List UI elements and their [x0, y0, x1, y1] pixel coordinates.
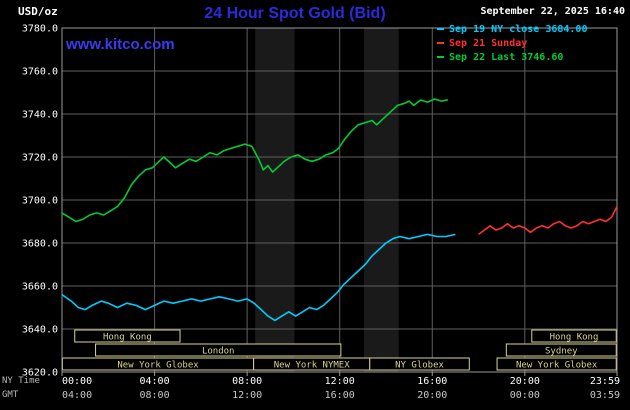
chart-datetime: September 22, 2025 16:40	[480, 6, 626, 17]
page-title: 24 Hour Spot Gold (Bid)	[204, 5, 386, 22]
legend-swatch	[437, 28, 444, 30]
kitco-watermark-link[interactable]: www.kitco.com	[66, 36, 175, 53]
session-box	[95, 343, 342, 357]
session-box	[74, 329, 181, 343]
legend-label: Sep 21 Sunday	[449, 37, 528, 49]
session-label: Hong Kong	[550, 333, 599, 343]
session-box	[505, 343, 617, 357]
ny-time-tick-label: 00:00	[62, 376, 92, 387]
gmt-tick-label: 16:00	[325, 390, 355, 401]
y-tick-label: 3700.0	[22, 196, 58, 207]
session-box	[496, 357, 617, 371]
y-tick-label: 3680.0	[22, 239, 58, 250]
legend-item: Sep 22 Last 3746.60	[437, 50, 587, 64]
y-tick-label: 3620.0	[22, 368, 58, 379]
session-label: New York Globex	[117, 361, 199, 371]
y-tick-label: 3660.0	[22, 282, 58, 293]
session-label: London	[202, 347, 235, 357]
gmt-tick-label: 03:59	[590, 390, 620, 401]
legend-swatch	[437, 56, 444, 58]
ny-time-tick-label: 04:00	[140, 376, 170, 387]
session-label: New York NYMEX	[274, 361, 350, 371]
legend-swatch	[437, 42, 444, 44]
series-line	[61, 233, 456, 322]
ny-time-tick-label: 23:59	[590, 376, 620, 387]
ny-time-tick-label: 08:00	[232, 376, 262, 387]
legend: Sep 19 NY close 3684.00 Sep 21 Sunday Sep …	[437, 22, 587, 64]
session-box	[531, 329, 617, 343]
session-label: New York Globex	[516, 361, 598, 371]
gmt-axis-label: GMT	[2, 390, 19, 400]
y-axis-units-label: USD/oz	[18, 5, 58, 18]
session-label: NY Globex	[395, 361, 444, 371]
session-box	[369, 357, 470, 371]
ny-time-tick-label: 12:00	[325, 376, 355, 387]
legend-item: Sep 19 NY close 3684.00	[437, 22, 587, 36]
gmt-tick-label: 12:00	[232, 390, 262, 401]
y-tick-label: 3640.0	[22, 325, 58, 336]
series-line	[61, 98, 448, 223]
y-tick-label: 3780.0	[22, 24, 58, 35]
y-tick-label: 3720.0	[22, 153, 58, 164]
legend-label: Sep 22 Last 3746.60	[449, 51, 564, 63]
gmt-tick-label: 08:00	[140, 390, 170, 401]
gmt-tick-label: 00:00	[510, 390, 540, 401]
ny-time-tick-label: 20:00	[510, 376, 540, 387]
gmt-tick-label: 20:00	[417, 390, 447, 401]
gmt-tick-label: 04:00	[62, 390, 92, 401]
y-tick-label: 3740.0	[22, 110, 58, 121]
legend-label: Sep 19 NY close 3684.00	[449, 23, 588, 35]
session-label: Hong Kong	[103, 333, 152, 343]
session-label: Sydney	[545, 347, 578, 357]
ny-time-axis-label: NY Time	[2, 376, 40, 386]
ny-time-tick-label: 16:00	[417, 376, 447, 387]
y-tick-label: 3760.0	[22, 67, 58, 78]
series-line	[478, 206, 618, 236]
legend-item: Sep 21 Sunday	[437, 36, 587, 50]
